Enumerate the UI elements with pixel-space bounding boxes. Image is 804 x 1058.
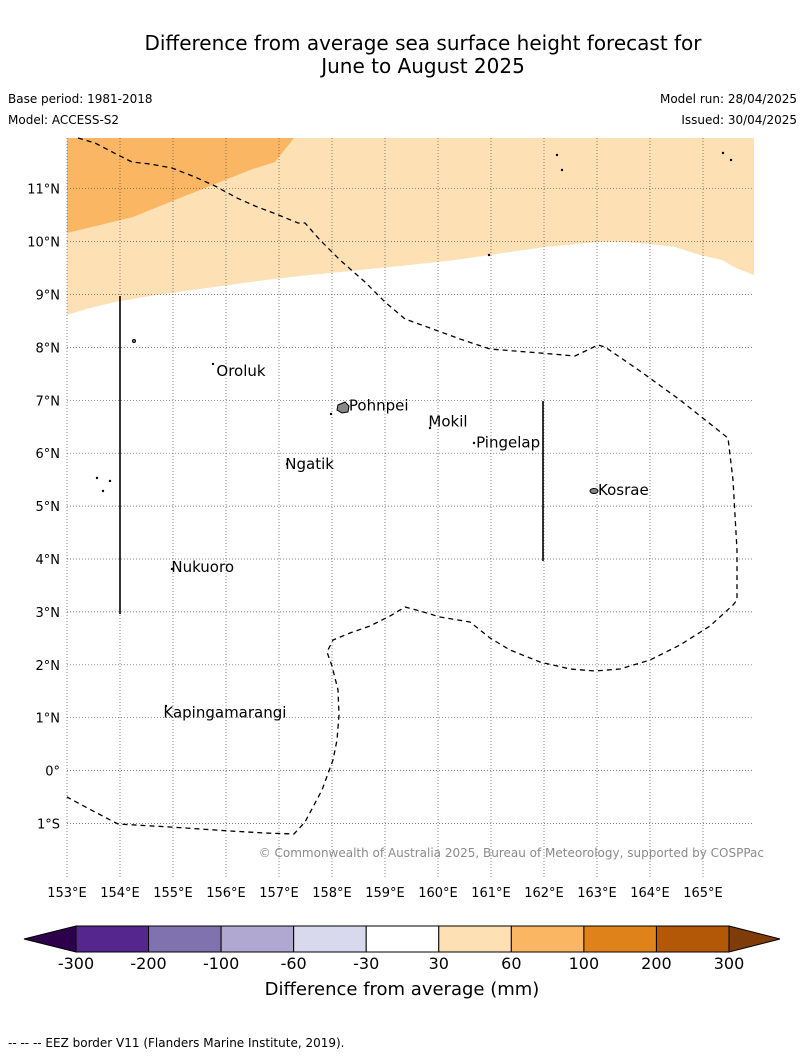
eez-border [66, 137, 738, 835]
islet [472, 441, 476, 445]
lat-tick-label: 0° [45, 765, 60, 780]
place-label: Pingelap [476, 434, 540, 452]
colorbar-under-arrow [23, 925, 77, 953]
islet [101, 489, 105, 493]
lat-tick-label: 7°N [36, 394, 61, 409]
colorbar-segment [75, 925, 150, 953]
place-label: Pohnpei [349, 397, 409, 415]
colorbar-segment [365, 925, 440, 953]
anomaly-region-60-100 [67, 138, 294, 233]
islet [211, 362, 215, 366]
lat-tick-label: 2°N [36, 659, 61, 674]
islet [170, 567, 174, 571]
colorbar-segment [148, 925, 222, 953]
colorbar-segment [583, 925, 657, 953]
lon-tick-label: 154°E [100, 886, 140, 901]
colorbar-over-arrow [728, 925, 781, 953]
colorbar-segment [293, 925, 367, 953]
islet [285, 462, 289, 466]
lon-tick-label: 158°E [312, 886, 352, 901]
colorbar-segment [510, 925, 585, 953]
lon-tick-label: 165°E [683, 886, 723, 901]
title-line-2: June to August 2025 [321, 54, 525, 78]
axis-tick-labels: 153°E 154°E 155°E 156°E 157°E 158°E 159°E 160°E… [27, 183, 723, 901]
place-label: Kosrae [598, 481, 649, 499]
model-run: Model run: 28/04/2025 [659, 92, 797, 106]
colorbar-title: Difference from average (mm) [264, 979, 540, 1000]
lon-tick-label: 157°E [259, 886, 299, 901]
lon-tick-label: 160°E [418, 886, 458, 901]
colorbar-tick-label: -60 [281, 954, 307, 973]
islet [487, 253, 491, 257]
place-label: Nukuoro [171, 558, 234, 576]
land [95, 151, 733, 708]
colorbar-tick-label: 200 [641, 954, 672, 973]
lat-tick-label: 8°N [36, 341, 61, 356]
lat-tick-label: 11°N [27, 183, 60, 198]
lat-tick-label: 9°N [36, 289, 61, 304]
colorbar-segment [655, 925, 730, 953]
islet [108, 479, 112, 483]
model-name: Model: ACCESS-S2 [8, 113, 120, 127]
colorbar-tick-label: -100 [203, 954, 239, 973]
base-period: Base period: 1981-2018 [8, 92, 153, 106]
colorbar-tick-label: 60 [501, 954, 521, 973]
islet [555, 153, 559, 157]
colorbar-tick-label: 100 [569, 954, 600, 973]
anomaly-region-30-60 [67, 138, 754, 315]
colorbar-tick-label: -30 [353, 954, 379, 973]
colorbar-tick-label: 30 [429, 954, 449, 973]
kosrae-island [589, 488, 599, 494]
footnote: -- -- -- EEZ border V11 (Flanders Marine… [8, 1036, 345, 1050]
islet [428, 426, 432, 430]
lat-tick-label: 10°N [27, 236, 60, 251]
colorbar-segment [438, 925, 512, 953]
lat-tick-label: 1°N [36, 712, 61, 727]
attribution: © Commonwealth of Australia 2025, Bureau… [258, 846, 764, 860]
title-line-1: Difference from average sea surface heig… [144, 31, 702, 55]
place-label: Oroluk [216, 362, 265, 380]
place-label: Ngatik [285, 455, 334, 473]
islet [329, 412, 333, 416]
islet [560, 168, 564, 172]
islet [132, 339, 136, 343]
islet [729, 158, 733, 162]
lon-tick-label: 155°E [153, 886, 193, 901]
lon-tick-label: 164°E [630, 886, 670, 901]
lon-tick-label: 159°E [365, 886, 405, 901]
islet [164, 704, 168, 708]
lon-tick-label: 161°E [471, 886, 511, 901]
islet [721, 151, 725, 155]
lon-tick-label: 153°E [47, 886, 87, 901]
colorbar: -300 -200 -100 -60 -30 30 60 100 200 300 [23, 925, 781, 973]
colorbar-tick-label: 300 [714, 954, 745, 973]
islet [95, 476, 99, 480]
lat-tick-label: 6°N [36, 447, 61, 462]
graticule [66, 138, 754, 878]
issued-date: Issued: 30/04/2025 [681, 113, 797, 127]
lat-tick-label: 5°N [36, 500, 61, 515]
colorbar-segment [220, 925, 295, 953]
eez-line-north [66, 137, 738, 835]
place-labels: Oroluk Pohnpei Mokil Pingelap Ngatik Kosrae Nu… [163, 362, 648, 721]
colorbar-tick-label: -200 [130, 954, 166, 973]
forecast-map: Oroluk Pohnpei Mokil Pingelap Ngatik Kosrae Nu… [23, 137, 781, 973]
lat-tick-label: 4°N [36, 553, 61, 568]
lon-tick-label: 156°E [206, 886, 246, 901]
place-label: Kapingamarangi [163, 703, 286, 721]
place-label: Mokil [428, 412, 467, 430]
map-area: Oroluk Pohnpei Mokil Pingelap Ngatik Kosrae Nu… [66, 137, 754, 878]
lat-tick-label: 1°S [37, 818, 60, 833]
lon-tick-label: 163°E [577, 886, 617, 901]
colorbar-tick-label: -300 [58, 954, 94, 973]
pohnpei-island [336, 401, 350, 414]
lat-tick-label: 3°N [36, 606, 61, 621]
lon-tick-label: 162°E [524, 886, 564, 901]
